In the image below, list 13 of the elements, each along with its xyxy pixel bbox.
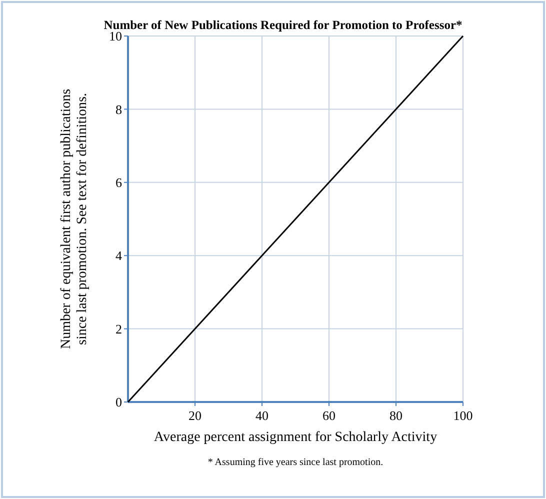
y-tick-label: 6 (116, 174, 122, 190)
x-tick-label: 60 (322, 408, 336, 423)
y-axis-title: Number of equivalent first author publications since last promotion. See text for definitions. (59, 88, 90, 350)
x-tick-label: 40 (256, 408, 268, 423)
y-tick-label: 8 (116, 102, 122, 117)
y-tick-label: 4 (116, 248, 122, 264)
x-tick-label: 20 (188, 408, 202, 423)
x-tick-label: 100 (453, 408, 473, 423)
x-axis-title: Average percent assignment for Scholarly Activity (154, 430, 438, 445)
y-tick-label: 0 (116, 394, 122, 410)
text: * Assuming five years since last promotion. (208, 457, 384, 468)
x-tick-label: 80 (390, 408, 402, 423)
y-tick-label: 2 (116, 321, 122, 336)
